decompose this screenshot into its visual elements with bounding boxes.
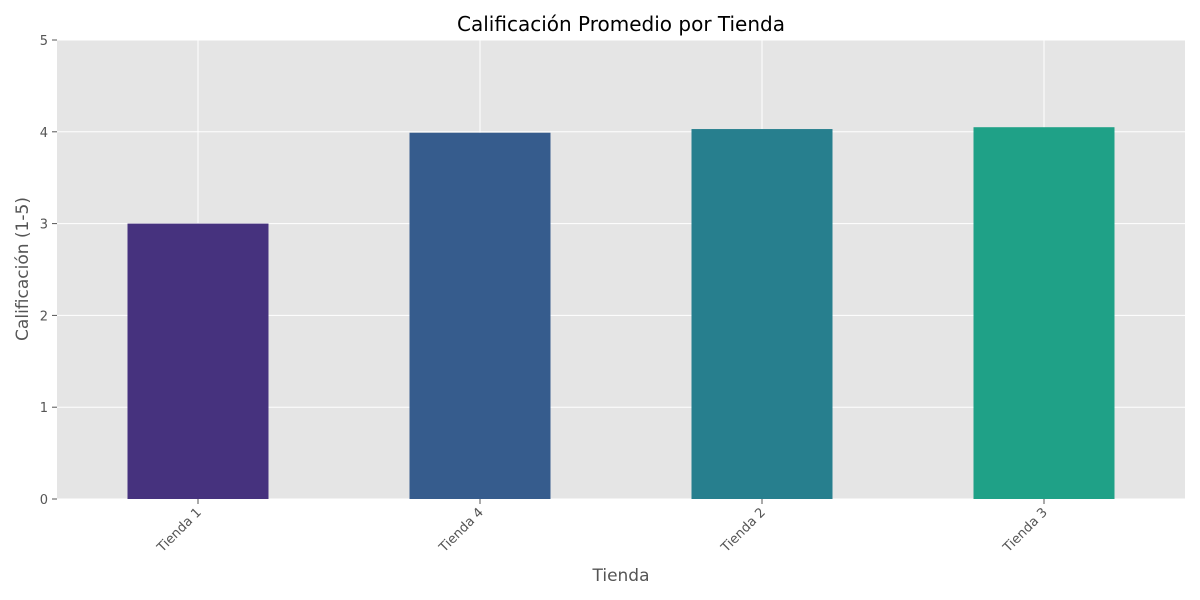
bar xyxy=(973,127,1115,500)
x-axis-ticks: Tienda 1 Tienda 4 Tienda 2 Tienda 3 xyxy=(154,499,1051,556)
x-tick-label: Tienda 3 xyxy=(1000,505,1051,556)
y-tick-label: 0 xyxy=(40,493,48,508)
y-tick-label: 2 xyxy=(40,309,48,324)
y-axis-ticks: 0 1 2 3 4 5 xyxy=(40,34,57,508)
x-tick-label: Tienda 2 xyxy=(718,505,769,556)
chart-title: Calificación Promedio por Tienda xyxy=(457,12,785,36)
y-tick-label: 3 xyxy=(40,218,48,233)
bar xyxy=(691,129,833,499)
bar xyxy=(409,132,551,499)
x-tick-label: Tienda 4 xyxy=(436,505,487,556)
y-tick-label: 4 xyxy=(40,126,48,141)
y-tick-label: 5 xyxy=(40,34,48,49)
y-axis-label: Calificación (1-5) xyxy=(13,197,33,341)
bars xyxy=(127,127,1115,500)
y-tick-label: 1 xyxy=(40,401,48,416)
bar xyxy=(127,223,269,499)
x-tick-label: Tienda 1 xyxy=(154,505,205,556)
x-axis-label: Tienda xyxy=(591,566,649,586)
